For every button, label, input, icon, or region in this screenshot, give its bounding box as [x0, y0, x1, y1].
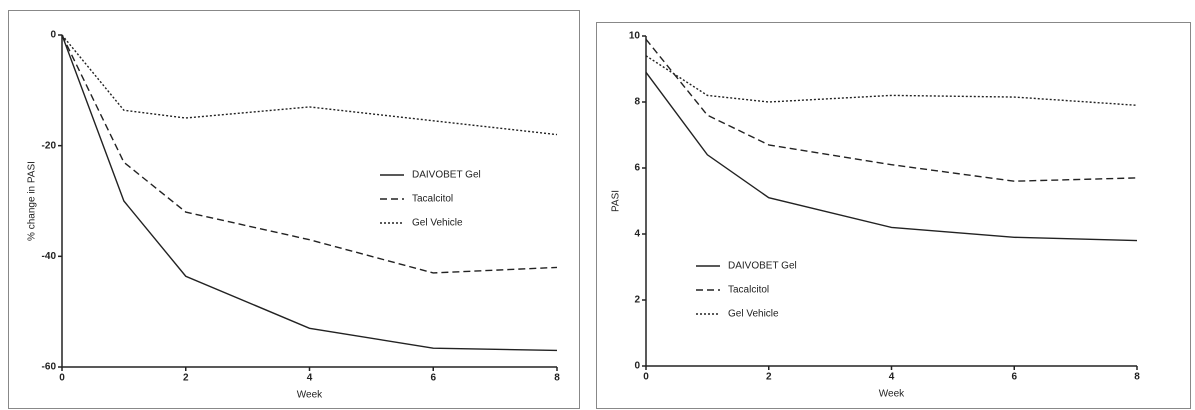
x-tick-label: 6 [430, 373, 436, 384]
y-tick-label: 8 [634, 97, 640, 108]
series-line [645, 38, 1138, 182]
y-tick-label: 0 [634, 361, 640, 372]
legend-label: Gel Vehicle [728, 309, 779, 320]
y-tick-label: 6 [634, 163, 640, 174]
y-tick-label: -20 [42, 140, 57, 151]
legend-label: Gel Vehicle [412, 218, 463, 229]
series-line [645, 71, 1138, 242]
y-tick-label: 2 [634, 295, 640, 306]
x-tick-label: 2 [766, 372, 772, 383]
x-axis-label: Week [879, 389, 905, 400]
x-tick-label: 6 [1011, 372, 1017, 383]
panel-frame [596, 22, 1191, 409]
y-tick-label: 0 [50, 30, 56, 41]
series-line [61, 34, 558, 274]
x-tick-label: 2 [183, 373, 189, 384]
legend-label: DAIVOBET Gel [728, 261, 797, 272]
x-tick-label: 8 [1134, 372, 1140, 383]
x-tick-label: 8 [554, 373, 560, 384]
legend-label: Tacalcitol [728, 285, 769, 296]
y-axis-label: % change in PASI [27, 161, 38, 241]
x-tick-label: 0 [59, 373, 65, 384]
y-tick-label: -40 [42, 251, 57, 262]
y-axis-label: PASI [611, 190, 622, 212]
series-line [61, 34, 558, 136]
series-line [61, 34, 558, 352]
x-tick-label: 4 [889, 372, 895, 383]
legend-label: DAIVOBET Gel [412, 170, 481, 181]
panel-frame [8, 10, 580, 409]
legend-label: Tacalcitol [412, 194, 453, 205]
y-tick-label: 10 [629, 31, 641, 42]
x-tick-label: 0 [643, 372, 649, 383]
y-tick-label: 4 [634, 229, 640, 240]
x-axis-label: Week [297, 390, 323, 401]
y-tick-label: -60 [42, 362, 57, 373]
series-line [645, 55, 1138, 106]
x-tick-label: 4 [307, 373, 313, 384]
